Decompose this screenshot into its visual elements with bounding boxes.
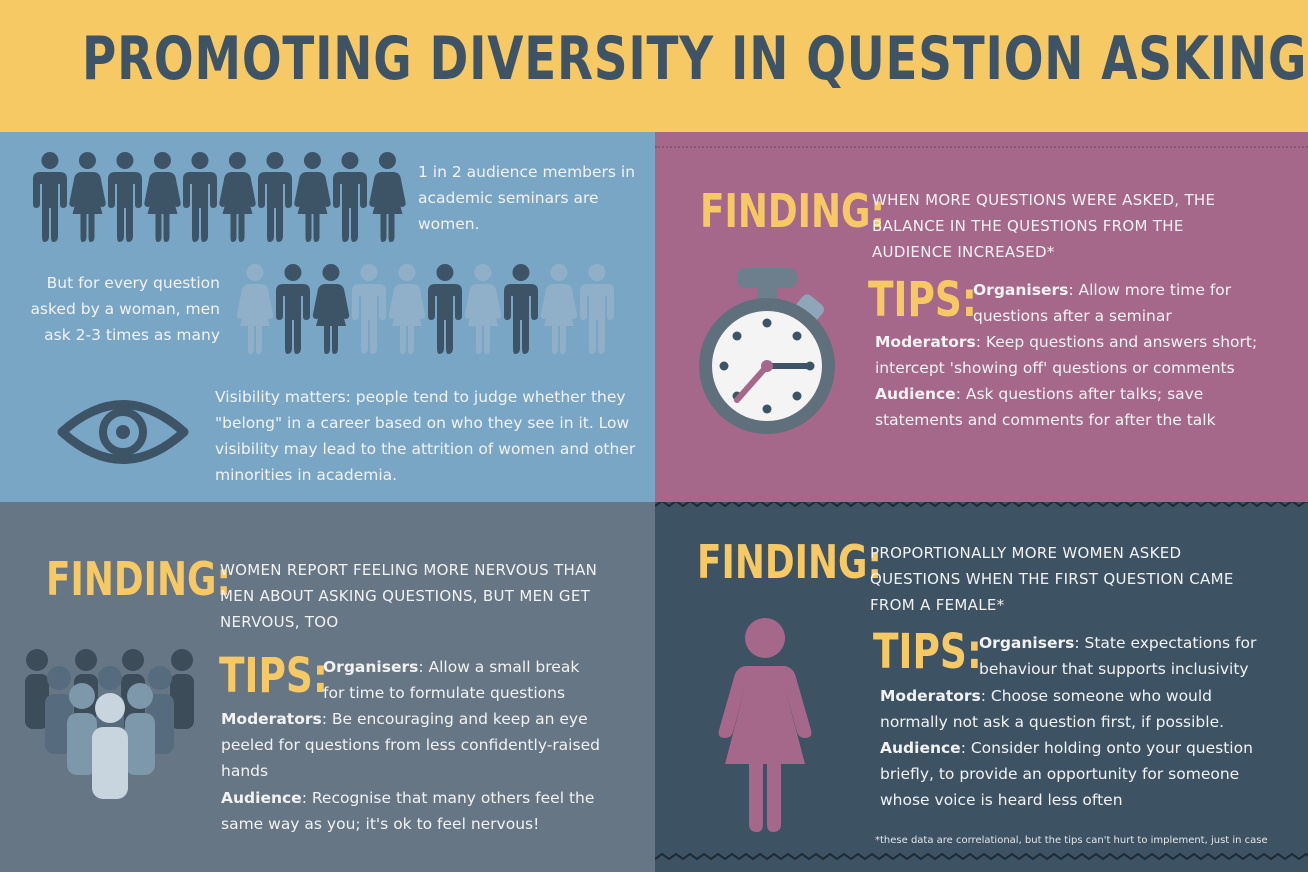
man-icon	[504, 264, 538, 354]
visibility-text: Visibility matters: people tend to judge…	[215, 388, 636, 484]
tips-label: TIPS:	[219, 648, 328, 704]
woman-figure-icon	[388, 264, 426, 354]
footnote: *these data are correlational, but the t…	[875, 835, 1268, 846]
tip-moderators: Moderators: Choose someone who would nor…	[880, 687, 1225, 731]
dotted-divider	[655, 146, 1308, 152]
stopwatch-icon	[699, 268, 835, 434]
tip-moderators: Moderators: Be encouraging and keep an e…	[221, 710, 600, 780]
panel-finding-first-question: FINDING: PROPORTIONALLY MORE WOMEN ASKED…	[655, 502, 1308, 872]
zigzag-divider	[655, 502, 1308, 508]
eye-icon	[57, 400, 189, 464]
woman-figure-icon	[312, 264, 350, 354]
person-icons-row-women-men	[33, 152, 406, 242]
tip-audience: Audience: Recognise that many others fee…	[221, 789, 595, 833]
panel-finding-nervous: FINDING: WOMEN REPORT FEELING MORE NERVO…	[0, 502, 655, 872]
panel-finding-more-questions: FINDING: WHEN MORE QUESTIONS WERE ASKED,…	[655, 132, 1308, 502]
woman-figure-icon	[219, 152, 256, 242]
tip-audience: Audience: Consider holding onto your que…	[880, 739, 1253, 809]
woman-figure-icon	[144, 152, 181, 242]
panel-audience-stats: 1 in 2 audience members in academic semi…	[0, 132, 655, 502]
woman-figure-icon	[294, 152, 331, 242]
finding-label: FINDING:	[697, 535, 882, 589]
crowd-icon	[25, 649, 194, 799]
man-icon	[276, 264, 310, 354]
tips-label: TIPS:	[868, 272, 977, 328]
person-icons-row-question-askers	[236, 264, 614, 354]
man-icon	[428, 264, 462, 354]
tip-moderators: Moderators: Keep questions and answers s…	[875, 333, 1258, 377]
tip-audience: Audience: Ask questions after talks; sav…	[875, 385, 1216, 429]
man-icon	[258, 152, 292, 242]
woman-figure-icon	[236, 264, 274, 354]
tip-organisers: Organisers: Allow more time for question…	[973, 281, 1232, 325]
zigzag-divider-bottom	[655, 852, 1308, 861]
man-icon	[333, 152, 367, 242]
tips-label: TIPS:	[873, 624, 982, 680]
stat-women-audience: 1 in 2 audience members in academic semi…	[418, 163, 636, 233]
tip-organisers: Organisers: Allow a small break for time…	[323, 658, 580, 702]
man-icon	[580, 264, 614, 354]
finding-label: FINDING:	[46, 552, 231, 606]
woman-icon	[718, 618, 812, 832]
page-title: PROMOTING DIVERSITY IN QUESTION ASKING	[82, 24, 1308, 94]
finding-label: FINDING:	[700, 184, 885, 238]
woman-figure-icon	[369, 152, 406, 242]
header-banner: PROMOTING DIVERSITY IN QUESTION ASKING	[0, 0, 1308, 132]
finding-text: PROPORTIONALLY MORE WOMEN ASKED QUESTION…	[870, 544, 1234, 614]
finding-text: WOMEN REPORT FEELING MORE NERVOUS THAN M…	[220, 561, 598, 631]
man-icon	[183, 152, 217, 242]
stat-question-ratio: But for every question asked by a woman,…	[30, 274, 220, 344]
woman-figure-icon	[464, 264, 502, 354]
finding-text: WHEN MORE QUESTIONS WERE ASKED, THE BALA…	[872, 191, 1216, 261]
man-icon	[33, 152, 67, 242]
man-icon	[352, 264, 386, 354]
man-icon	[108, 152, 142, 242]
woman-figure-icon	[69, 152, 106, 242]
woman-figure-icon	[540, 264, 578, 354]
tip-organisers: Organisers: State expectations for behav…	[979, 634, 1257, 678]
